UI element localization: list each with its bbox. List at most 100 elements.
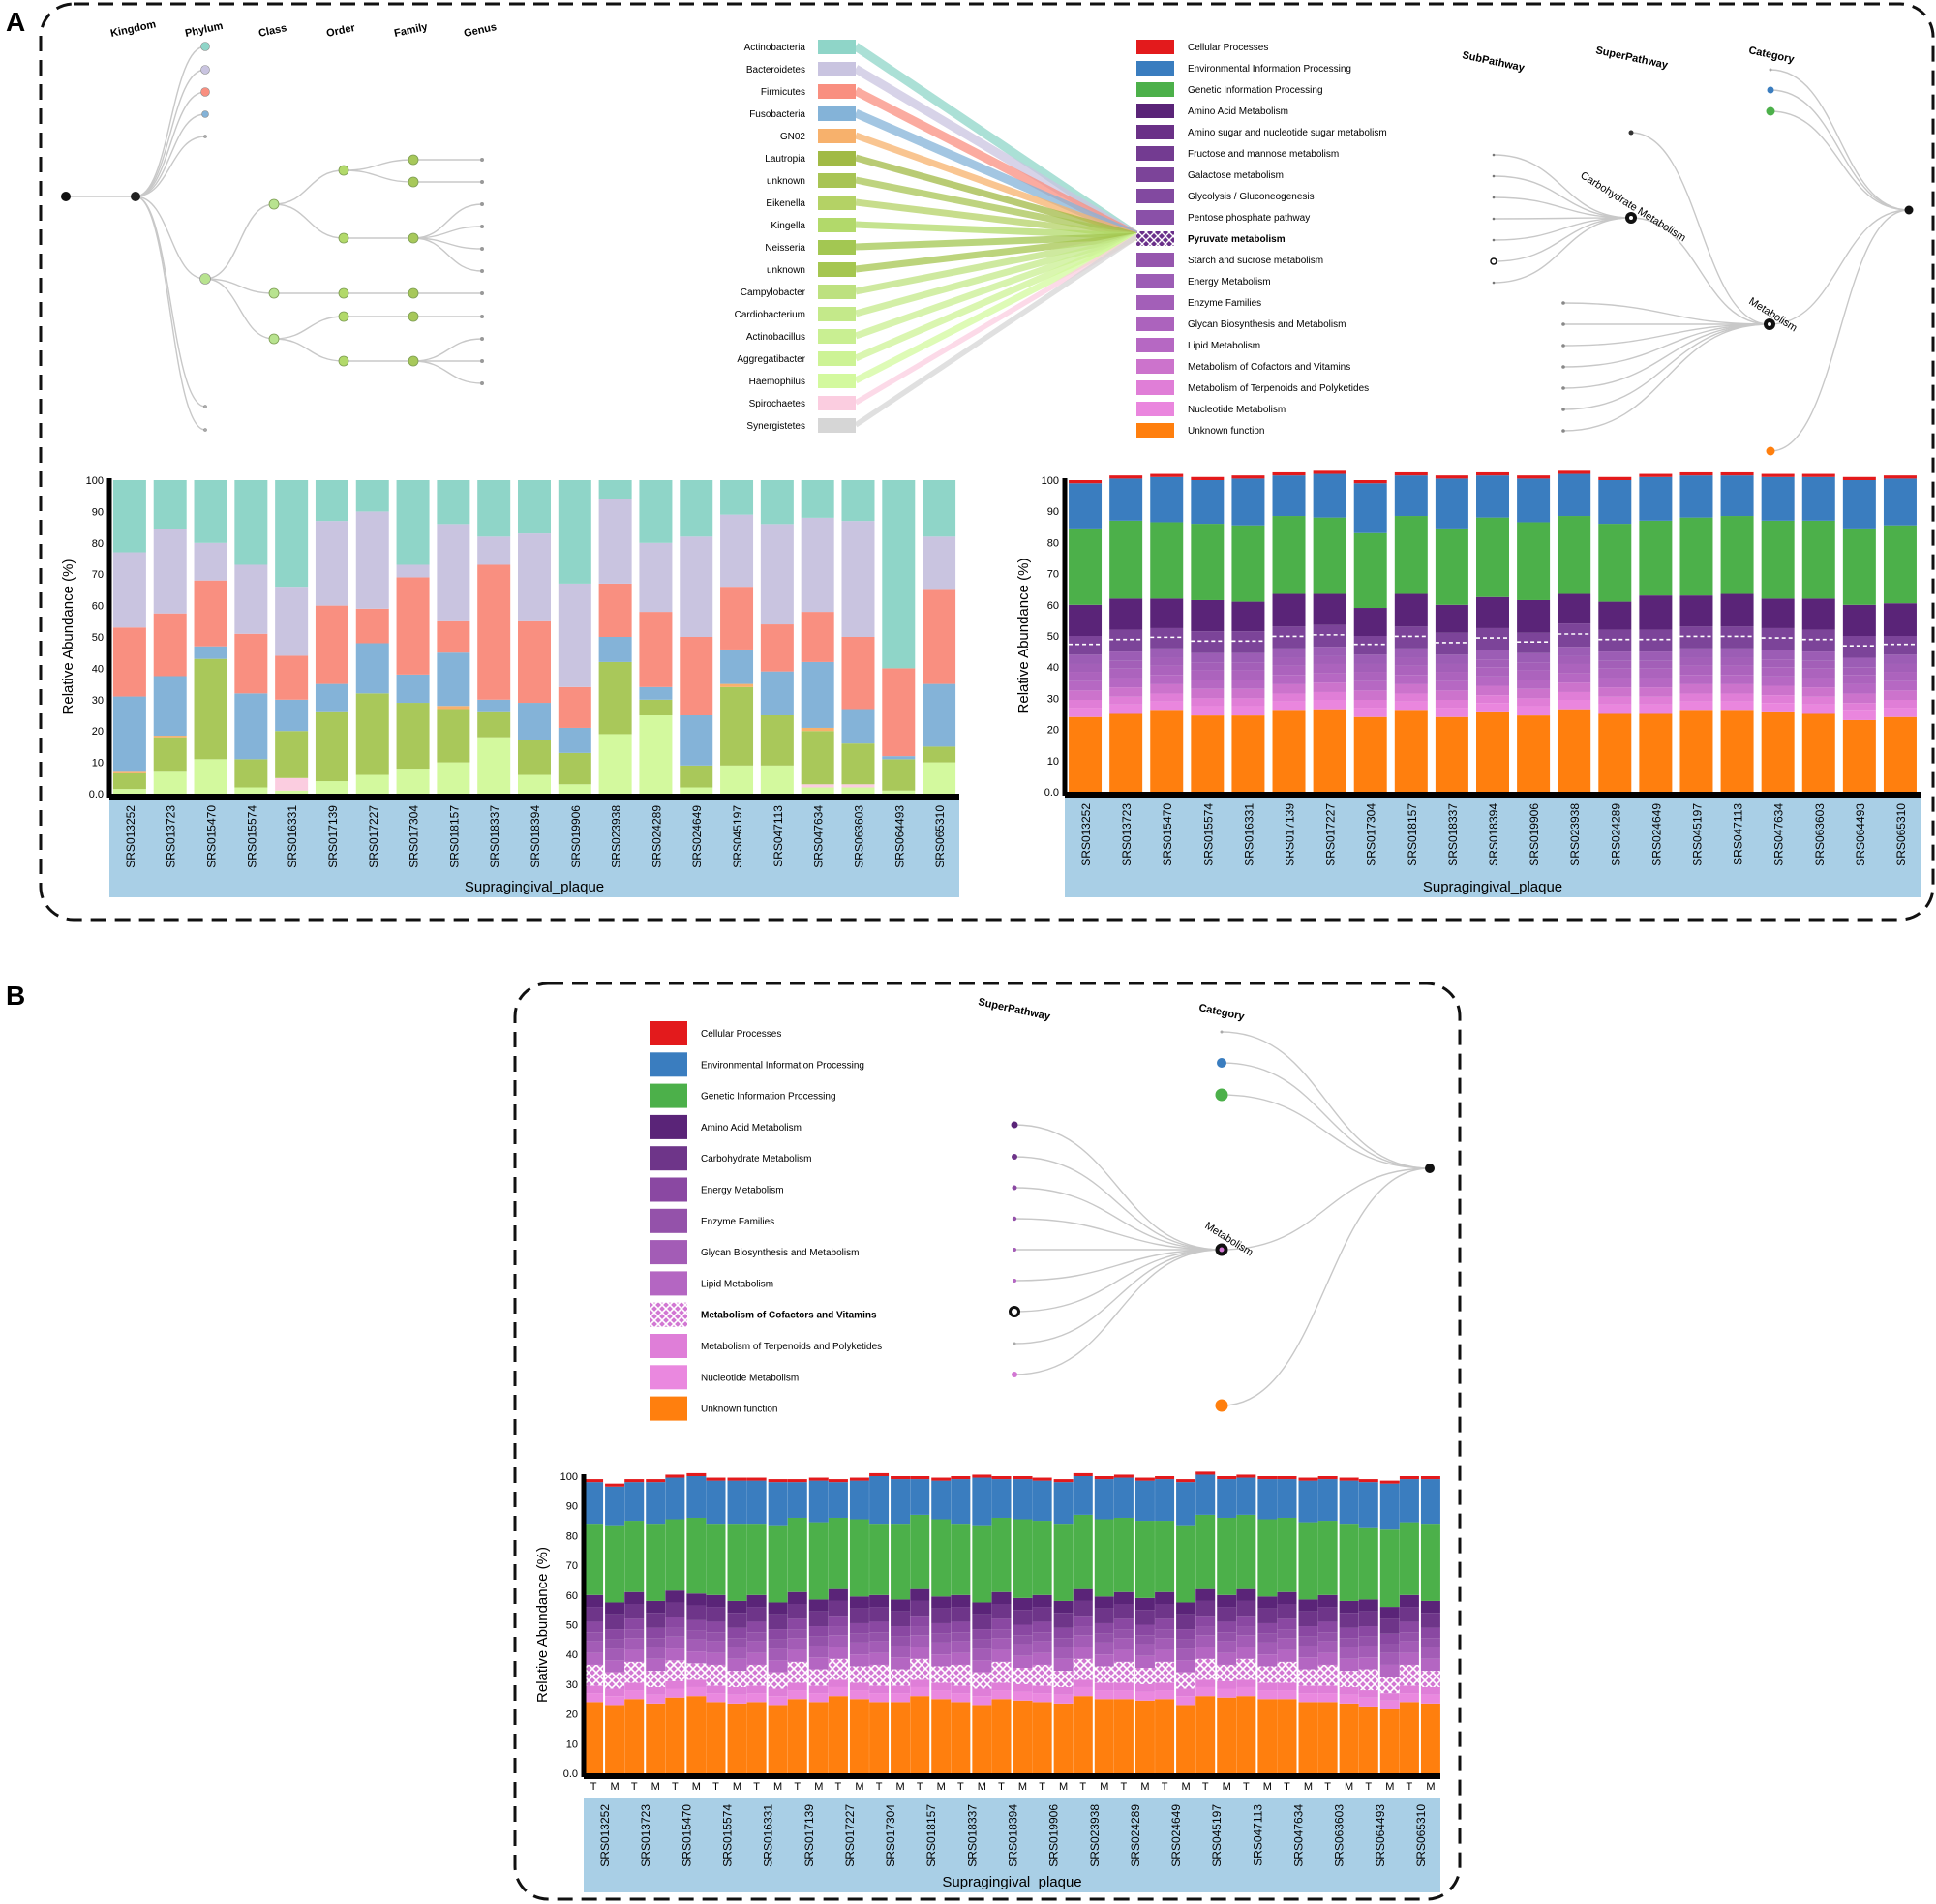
bar-segment bbox=[558, 583, 591, 687]
bar-segment bbox=[808, 1480, 829, 1523]
bar-segment bbox=[1420, 1524, 1440, 1601]
bar-segment bbox=[1517, 652, 1551, 663]
pathway-legend-label: Genetic Information Processing bbox=[1188, 85, 1323, 96]
bar-segment bbox=[1517, 670, 1551, 680]
bar-segment bbox=[910, 1600, 930, 1617]
bar-segment bbox=[194, 658, 227, 760]
tree-b-root-node bbox=[1425, 1164, 1435, 1173]
bar-segment bbox=[598, 661, 632, 735]
bar-segment bbox=[849, 1608, 869, 1623]
bar-segment bbox=[686, 1663, 707, 1680]
bar-segment bbox=[1109, 478, 1143, 521]
bar-segment bbox=[1217, 1680, 1237, 1689]
bar-segment bbox=[1191, 480, 1225, 525]
bar-segment bbox=[646, 1703, 666, 1773]
legend-b-label: Energy Metabolism bbox=[701, 1186, 784, 1196]
path-tree-edge bbox=[1493, 217, 1632, 284]
bar-segment bbox=[1558, 682, 1591, 692]
bar-segment bbox=[1842, 604, 1876, 636]
legend-b-swatch bbox=[650, 1240, 687, 1265]
bar-segment bbox=[1298, 1702, 1318, 1773]
taxa-legend-label: Aggregatibacter bbox=[737, 354, 805, 365]
tree-edge bbox=[273, 338, 345, 362]
pathway-legend-label: Pentose phosphate pathway bbox=[1188, 213, 1310, 224]
bar-segment bbox=[1353, 672, 1387, 681]
bar-segment bbox=[1358, 1657, 1378, 1670]
bar-segment bbox=[437, 709, 470, 763]
bar-segment bbox=[869, 1702, 890, 1773]
tree-b-edge bbox=[1221, 1167, 1431, 1251]
bar-segment bbox=[1191, 662, 1225, 671]
bar-segment bbox=[1679, 626, 1713, 649]
bar-segment bbox=[1094, 1476, 1114, 1480]
tree-level-subpathway: SubPathway bbox=[1461, 49, 1526, 75]
tree-genus-node bbox=[480, 269, 484, 273]
bar-segment bbox=[1032, 1632, 1052, 1642]
bar-segment bbox=[1801, 520, 1835, 599]
bar-segment bbox=[808, 1611, 829, 1627]
bar-segment bbox=[153, 613, 187, 677]
bar-segment bbox=[931, 1608, 952, 1623]
bar-segment bbox=[991, 1661, 1012, 1683]
bar-segment bbox=[275, 480, 309, 588]
bar-segment bbox=[1195, 1686, 1216, 1697]
bar-segment bbox=[1191, 476, 1225, 480]
bar-segment bbox=[931, 1633, 952, 1643]
bar-segment bbox=[680, 715, 713, 766]
x-tick-label: SRS017304 bbox=[408, 805, 421, 868]
bar-segment bbox=[437, 762, 470, 794]
y-axis-label: Relative Abundance (%) bbox=[534, 1547, 551, 1703]
bar-segment bbox=[1435, 690, 1468, 701]
bar-segment bbox=[1679, 710, 1713, 792]
bar-segment bbox=[951, 1479, 971, 1525]
path-tree-superpathway-node bbox=[1561, 344, 1565, 348]
bar-segment bbox=[153, 771, 187, 794]
x-tick-label: SRS047634 bbox=[1292, 1804, 1306, 1867]
bar-segment bbox=[1195, 1474, 1216, 1515]
bar-segment bbox=[1109, 678, 1143, 688]
bar-segment bbox=[808, 1657, 829, 1670]
bar-segment bbox=[1150, 665, 1184, 676]
bar-segment bbox=[1053, 1627, 1074, 1639]
x-tick-label: SRS018394 bbox=[1007, 1804, 1020, 1867]
y-axis-label: Relative Abundance (%) bbox=[1015, 559, 1032, 714]
pathway-legend-label: Environmental Information Processing bbox=[1188, 64, 1351, 75]
x-tick-label: SRS015470 bbox=[1161, 803, 1174, 866]
bar-segment bbox=[558, 727, 591, 753]
bar-segment bbox=[787, 1604, 807, 1619]
x-tick-label: SRS016331 bbox=[286, 805, 299, 868]
bar-segment bbox=[598, 480, 632, 499]
bar-segment bbox=[1476, 685, 1509, 696]
bar-segment bbox=[315, 711, 348, 782]
panel-label-b: B bbox=[6, 981, 25, 1011]
path-tree-root-node bbox=[1904, 205, 1914, 215]
bar-segment bbox=[1073, 1635, 1093, 1647]
bar-segment bbox=[1801, 473, 1835, 477]
taxa-legend-swatch bbox=[818, 262, 856, 277]
bar-segment bbox=[665, 1627, 685, 1637]
bar-segment bbox=[1073, 1647, 1093, 1659]
bar-segment bbox=[1236, 1686, 1256, 1697]
bar-segment bbox=[584, 1664, 604, 1686]
bar-segment bbox=[869, 1476, 890, 1525]
bar-segment bbox=[727, 1524, 747, 1601]
pathway-legend: Cellular Processes Environmental Informat… bbox=[1136, 40, 1387, 438]
taxa-legend-swatch bbox=[818, 129, 856, 143]
pathway-legend-swatch bbox=[1136, 61, 1174, 76]
path-tree-edge bbox=[1770, 209, 1910, 452]
y-axis-label: Relative Abundance (%) bbox=[60, 559, 76, 715]
legend-b-swatch bbox=[650, 1208, 687, 1233]
x-tick-label: SRS045197 bbox=[1210, 1804, 1224, 1867]
bar-segment bbox=[1134, 1668, 1155, 1684]
bar-segment bbox=[584, 1693, 604, 1703]
pathway-legend-swatch bbox=[1136, 231, 1174, 246]
subgroup-label: M bbox=[1263, 1781, 1272, 1793]
subgroup-label: T bbox=[1324, 1781, 1331, 1793]
x-tick-label: SRS013252 bbox=[598, 1804, 612, 1867]
bar-segment bbox=[234, 787, 268, 794]
bar-segment bbox=[1598, 704, 1632, 714]
bar-segment bbox=[1176, 1705, 1196, 1773]
bar-segment bbox=[646, 1671, 666, 1687]
x-tick-label: SRS015574 bbox=[245, 805, 258, 868]
bar-segment bbox=[1842, 675, 1876, 684]
